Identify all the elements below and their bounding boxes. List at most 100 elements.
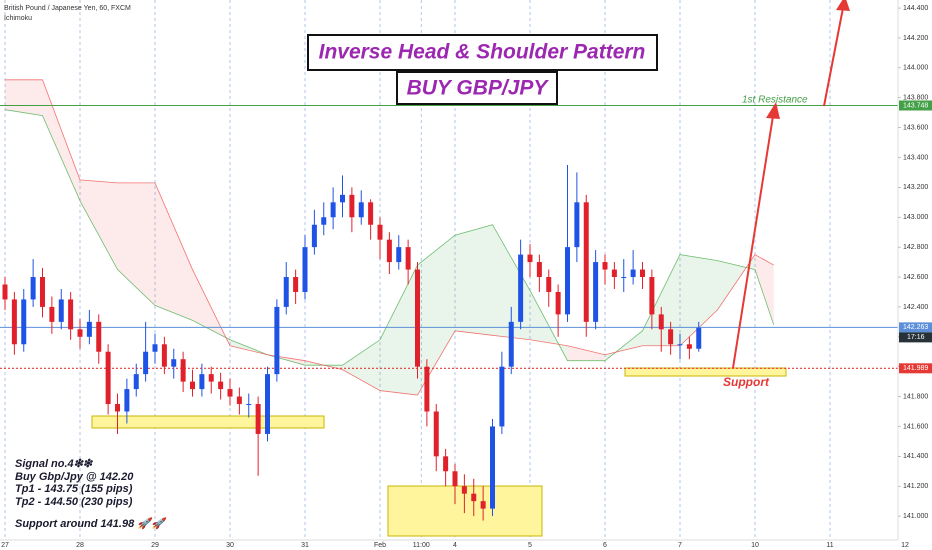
candle-body	[180, 359, 186, 382]
y-tick-label: 142.600	[903, 274, 928, 281]
candle-body	[124, 389, 130, 412]
levels-layer	[0, 104, 898, 369]
candle-body	[208, 374, 214, 382]
countdown: 17:16	[907, 334, 925, 341]
candle-body	[686, 344, 692, 349]
candle-body	[49, 306, 55, 322]
x-tick-label: 12	[901, 542, 909, 549]
price-label-box	[899, 322, 932, 333]
candle-body	[236, 396, 242, 405]
x-tick-label: 5	[528, 542, 532, 549]
candle-body	[21, 299, 27, 345]
candle-body	[452, 471, 458, 487]
y-tick-label: 141.200	[903, 483, 928, 490]
countdown-box	[899, 332, 932, 343]
x-tick-label: 11	[826, 542, 833, 549]
candle-body	[227, 389, 233, 397]
candle-body	[358, 202, 364, 218]
cloud-segment	[380, 265, 418, 396]
candle-body	[330, 202, 336, 218]
candle-body	[283, 277, 289, 307]
y-tick-label: 143.000	[903, 214, 928, 221]
chart-title: Inverse Head & Shoulder Pattern	[319, 41, 646, 64]
signal-line: Buy Gbp/Jpy @ 142.20	[15, 471, 134, 483]
candle-body	[433, 411, 439, 457]
signal-line: Signal no.4❇❇	[15, 458, 94, 470]
candle-body	[190, 381, 196, 390]
x-tick-label: 6	[603, 542, 607, 549]
time-axis	[0, 540, 932, 550]
candle-body	[143, 351, 149, 375]
candle-body	[649, 277, 655, 315]
candle-body	[480, 501, 486, 509]
candle-body	[508, 321, 514, 367]
cloud-segment	[417, 235, 456, 396]
candle-body	[696, 327, 702, 349]
arrow	[732, 115, 774, 369]
candle-body	[161, 344, 167, 367]
x-tick-label: 29	[151, 542, 159, 549]
cloud-segment	[117, 182, 156, 306]
cloud-segment	[5, 79, 43, 116]
price-label: 142.263	[903, 324, 928, 331]
candle-body	[171, 359, 177, 367]
candle-body	[574, 202, 580, 248]
arrow-head	[766, 102, 780, 119]
cloud-segment	[42, 79, 81, 201]
y-tick-label: 141.600	[903, 423, 928, 430]
candle-body	[396, 247, 402, 263]
resistance-label: 1st Resistance	[742, 95, 808, 106]
candle-body	[386, 239, 392, 263]
candle-body	[274, 306, 280, 375]
cloud-segment	[342, 339, 381, 391]
candle-body	[340, 194, 346, 203]
cloud-segment	[80, 179, 118, 270]
x-tick-label: 4	[453, 542, 457, 549]
candle-body	[311, 224, 317, 248]
price-label: 143.748	[903, 102, 928, 109]
y-tick-label: 141.400	[903, 453, 928, 460]
candles-layer	[2, 164, 702, 521]
candle-body	[527, 254, 533, 263]
x-tick-label: 27	[1, 542, 9, 549]
y-tick-label: 143.400	[903, 154, 928, 161]
zone-box	[387, 485, 543, 537]
candle-body	[499, 366, 505, 427]
candle-body	[321, 217, 327, 225]
candle-body	[555, 291, 561, 315]
candle-body	[152, 344, 158, 352]
cloud-layer	[4, 79, 775, 396]
candle-body	[443, 456, 449, 472]
candle-body	[105, 351, 111, 405]
y-tick-label: 141.000	[903, 513, 928, 520]
indicator-name: Ichimoku	[4, 15, 32, 22]
cloud-segment	[680, 254, 718, 346]
arrow	[823, 7, 844, 107]
candle-body	[96, 321, 102, 352]
candle-body	[293, 277, 299, 292]
cloud-line	[4, 109, 775, 366]
price-label-box	[899, 363, 932, 374]
y-tick-label: 144.400	[903, 5, 928, 12]
candle-body	[218, 381, 224, 390]
y-tick-label: 142.800	[903, 244, 928, 251]
candle-body	[611, 269, 617, 278]
candle-body	[565, 247, 571, 315]
y-tick-label: 143.200	[903, 184, 928, 191]
candle-body	[349, 194, 355, 218]
candle-body	[58, 299, 64, 322]
candle-body	[368, 202, 374, 225]
candle-body	[536, 262, 542, 278]
candle-body	[68, 299, 74, 330]
candle-body	[255, 404, 261, 434]
candle-body	[677, 344, 683, 346]
cloud-segment	[567, 345, 606, 361]
candle-body	[415, 269, 421, 367]
signal-line: Tp1 - 143.75 (155 pips)	[15, 483, 133, 495]
candle-body	[77, 329, 83, 337]
support-label: Support	[723, 375, 770, 389]
x-tick-label: 30	[226, 542, 234, 549]
candle-body	[265, 374, 271, 434]
price-axis	[898, 0, 932, 550]
candle-body	[621, 277, 627, 279]
